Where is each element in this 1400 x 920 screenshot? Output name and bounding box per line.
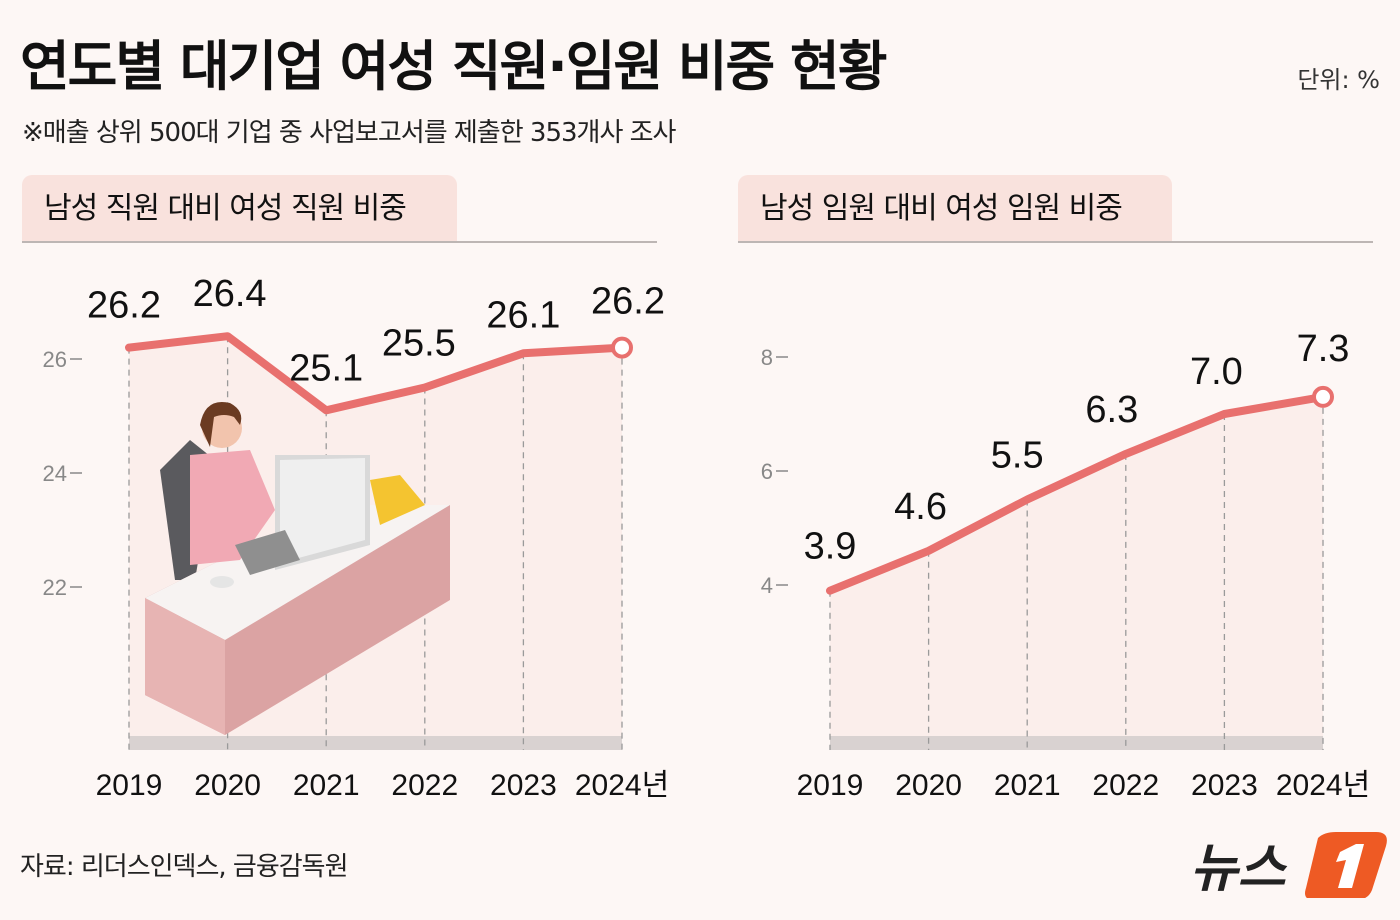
data-label: 6.3 — [1085, 389, 1138, 431]
x-tick-label: 2019 — [96, 769, 163, 802]
subtitle: ※매출 상위 500대 기업 중 사업보고서를 제출한 353개사 조사 — [22, 118, 676, 148]
office-worker-illustration — [145, 401, 450, 735]
data-label: 26.2 — [87, 285, 161, 327]
source-note: 자료: 리더스인덱스, 금융감독원 — [20, 852, 349, 882]
data-label: 25.5 — [382, 323, 456, 365]
last-point-marker — [611, 336, 633, 359]
series-line — [125, 332, 626, 415]
x-tick-label: 2023 — [1191, 769, 1258, 802]
x-tick-label: 2020 — [895, 769, 962, 802]
data-label: 5.5 — [991, 435, 1044, 477]
divider — [738, 241, 1373, 243]
data-label: 7.3 — [1297, 328, 1350, 370]
x-tick-label: 2020 — [194, 769, 261, 802]
data-label: 7.0 — [1190, 351, 1243, 393]
data-label: 26.1 — [486, 294, 560, 336]
y-tick-label: 24 — [43, 461, 67, 486]
svg-text:뉴스: 뉴스 — [1190, 839, 1288, 898]
x-tick-label: 2023 — [490, 769, 557, 802]
data-label: 26.4 — [193, 273, 267, 315]
x-tick-label: 2021 — [994, 769, 1061, 802]
y-tick-label: 4 — [761, 573, 773, 598]
chart-title-employees: 남성 직원 대비 여성 직원 비중 — [22, 175, 457, 241]
x-tick-label: 2022 — [1092, 769, 1159, 802]
chart-title-executives: 남성 임원 대비 여성 임원 비중 — [738, 175, 1172, 241]
x-tick-label: 2021 — [293, 769, 360, 802]
x-tick-label: 2019 — [797, 769, 864, 802]
chart-1 — [776, 356, 1324, 750]
x-tick-label: 2024년 — [1276, 769, 1370, 802]
news1-logo: 뉴스 — [1190, 832, 1387, 898]
y-tick-label: 22 — [43, 575, 67, 600]
series-line — [826, 392, 1327, 595]
divider — [22, 241, 657, 243]
baseline-band — [129, 736, 622, 750]
area-fill — [830, 396, 1323, 750]
data-label: 26.2 — [591, 281, 665, 323]
x-tick-label: 2024년 — [575, 769, 669, 802]
x-tick-label: 2022 — [391, 769, 458, 802]
page-title: 연도별 대기업 여성 직원·임원 비중 현황 — [20, 35, 887, 98]
data-label: 4.6 — [894, 486, 947, 528]
y-tick-label: 6 — [761, 459, 773, 484]
y-tick-label: 8 — [761, 345, 773, 370]
data-label: 25.1 — [289, 347, 363, 389]
last-point-marker — [1312, 385, 1334, 408]
baseline-band — [830, 736, 1323, 750]
unit-label: 단위: % — [1297, 66, 1380, 94]
data-label: 3.9 — [804, 526, 857, 568]
y-tick-label: 26 — [43, 347, 67, 372]
